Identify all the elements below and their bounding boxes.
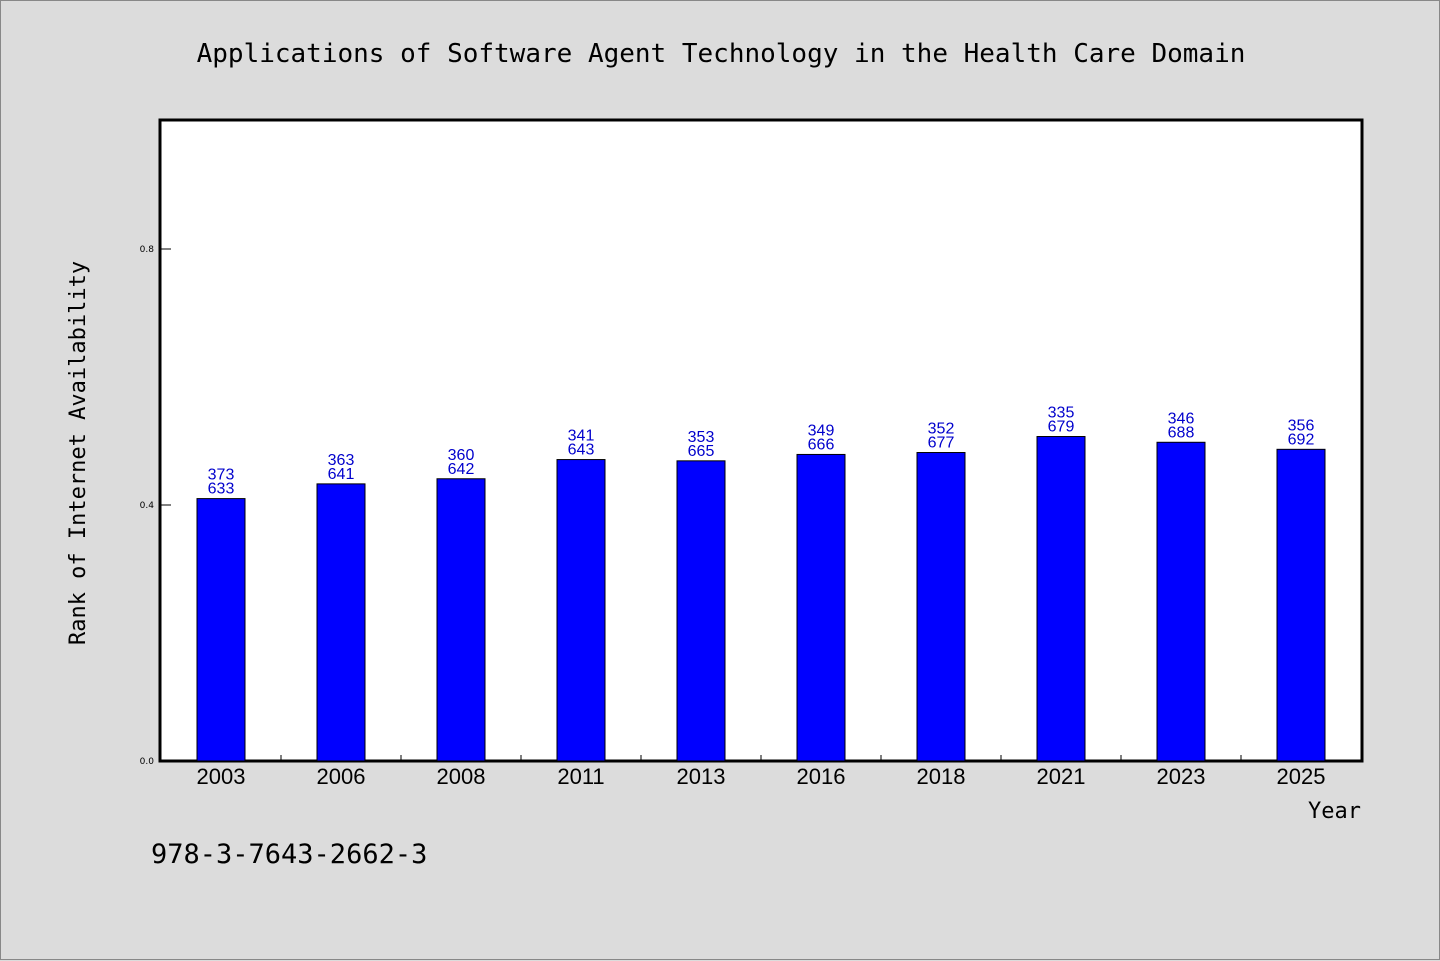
x-tick-label: 2008 <box>437 764 486 789</box>
bar-label-bottom: 633 <box>208 481 235 498</box>
bar-2023 <box>1156 441 1206 762</box>
y-tick-label: 0.4 <box>140 501 155 511</box>
axis-ticks <box>161 248 1242 762</box>
bar-label-bottom: 666 <box>808 436 835 453</box>
bar-label-top: 349 <box>808 422 835 439</box>
bar-label-top: 353 <box>688 429 715 446</box>
bar-label-top: 352 <box>928 421 955 438</box>
x-tick-label: 2013 <box>677 764 726 789</box>
x-tick-label: 2006 <box>317 764 366 789</box>
bar-2011 <box>556 459 606 762</box>
bar-2018 <box>916 452 966 762</box>
x-tick-label: 2025 <box>1277 764 1326 789</box>
x-tick-label: 2018 <box>917 764 966 789</box>
bar-label-bottom: 665 <box>688 443 715 460</box>
bar-label-bottom: 642 <box>448 461 475 478</box>
bar-label-top: 335 <box>1048 405 1075 422</box>
bar-label-top: 360 <box>448 447 475 464</box>
x-tick-label: 2021 <box>1037 764 1086 789</box>
x-tick-label: 2016 <box>797 764 846 789</box>
bar-label-bottom: 688 <box>1168 424 1195 441</box>
bar-label-bottom: 677 <box>928 435 955 452</box>
y-tick-label: 0.8 <box>140 245 155 255</box>
bar-label-top: 363 <box>328 452 355 469</box>
bar-label-bottom: 641 <box>328 466 355 483</box>
bar-2013 <box>676 460 726 762</box>
y-axis-label: Rank of Internet Availability <box>66 261 91 645</box>
x-tick-label: 2011 <box>557 764 604 789</box>
bar-label-bottom: 692 <box>1288 431 1315 448</box>
x-tick-labels: 2003 2006 2008 2011 2013 2016 2018 2021 2023 2025 <box>197 764 1326 789</box>
x-tick-label: 2023 <box>1157 764 1206 789</box>
bar-label-bottom: 643 <box>568 442 595 459</box>
bar-2021 <box>1036 436 1086 762</box>
y-tick-labels: 0.0 0.4 0.8 <box>140 245 155 767</box>
bars <box>196 436 1326 762</box>
bar-label-top: 356 <box>1288 417 1315 434</box>
chart-title: Applications of Software Agent Technolog… <box>197 39 1246 69</box>
bar-label-top: 373 <box>208 467 235 484</box>
bar-2006 <box>316 483 366 762</box>
bar-2025 <box>1276 448 1326 762</box>
bar-2016 <box>796 453 846 762</box>
bar-label-top: 346 <box>1168 410 1195 427</box>
y-tick-label: 0.0 <box>140 757 155 767</box>
bar-label-top: 341 <box>568 428 595 445</box>
footnote-isbn: 978-3-7643-2662-3 <box>151 839 427 870</box>
bar-labels: 3736333636413606423416433536653496663526… <box>208 405 1315 498</box>
bar-label-bottom: 679 <box>1048 419 1075 436</box>
x-axis-label: Year <box>1308 799 1361 824</box>
bar-2003 <box>196 498 246 762</box>
x-tick-label: 2003 <box>197 764 246 789</box>
bar-2008 <box>436 478 486 762</box>
